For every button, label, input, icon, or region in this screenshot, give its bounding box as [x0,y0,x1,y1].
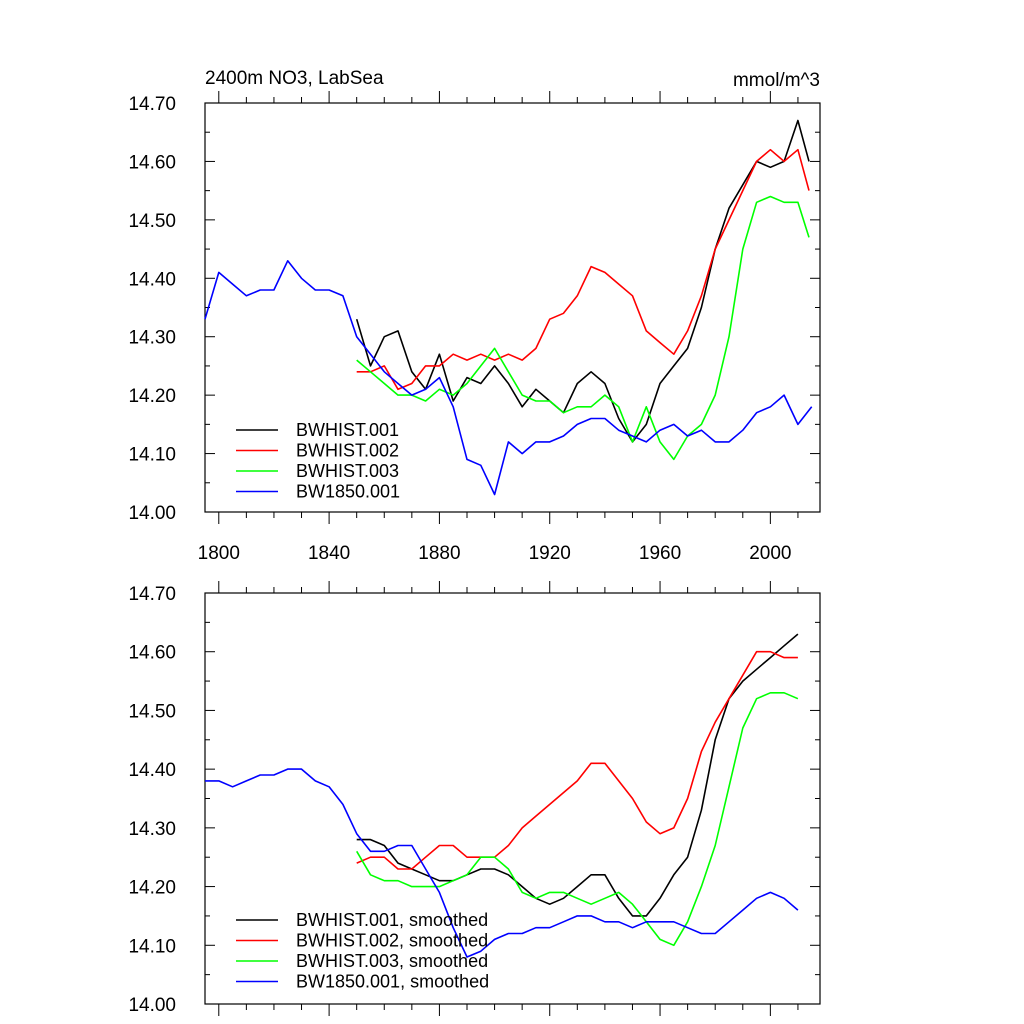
y-tick-label: 14.70 [128,584,176,605]
legend-label: BWHIST.003, smoothed [296,951,488,971]
y-tick-label: 14.10 [128,936,176,957]
x-tick-label: 1920 [529,543,571,564]
legend-label: BWHIST.002, smoothed [296,931,488,951]
y-tick-label: 14.60 [128,152,176,173]
legend-label: BWHIST.002 [296,441,399,461]
y-tick-label: 14.30 [128,819,176,840]
y-tick-label: 14.10 [128,445,176,466]
legend-label: BWHIST.001, smoothed [296,910,488,930]
series-line-3 [356,691,799,947]
x-tick-label: 1800 [198,543,240,564]
y-tick-label: 14.40 [128,269,176,290]
units-label: mmol/m^3 [733,70,820,91]
y-tick-label: 14.20 [128,878,176,899]
legend-label: BWHIST.003 [296,461,399,481]
y-tick-label: 14.40 [128,760,176,781]
legend-label: BWHIST.001 [296,420,399,440]
y-tick-label: 14.20 [128,386,176,407]
x-tick-label: 1960 [639,543,681,564]
series-line-4 [204,259,813,496]
series-line-2 [356,650,798,870]
x-tick-label: 1840 [308,543,350,564]
legend-label: BW1850.001 [296,482,400,502]
series-line-1 [355,119,810,443]
y-tick-label: 14.50 [128,701,176,722]
x-tick-label: 2000 [749,543,791,564]
y-tick-label: 14.60 [128,643,176,664]
x-tick-label: 1880 [418,543,460,564]
panel-2: 14.00 14.10 14.20 14.30 14.40 14.50 14.60 14.70… [128,581,821,1016]
y-tick-label: 14.50 [128,211,176,232]
series-line-4 [205,768,799,958]
series-line-2 [356,148,810,391]
y-tick-label: 14.70 [128,94,176,115]
legend-label: BW1850.001, smoothed [296,972,489,992]
y-tick-label: 14.00 [128,503,176,524]
series-line-3 [356,195,810,461]
y-tick-label: 14.00 [128,995,176,1016]
chart-title: 2400m NO3, LabSea [205,68,384,89]
panel-1: 14.00 14.10 14.20 14.30 14.40 14.50 14.60 14.70… [128,68,821,564]
y-tick-label: 14.30 [128,328,176,349]
